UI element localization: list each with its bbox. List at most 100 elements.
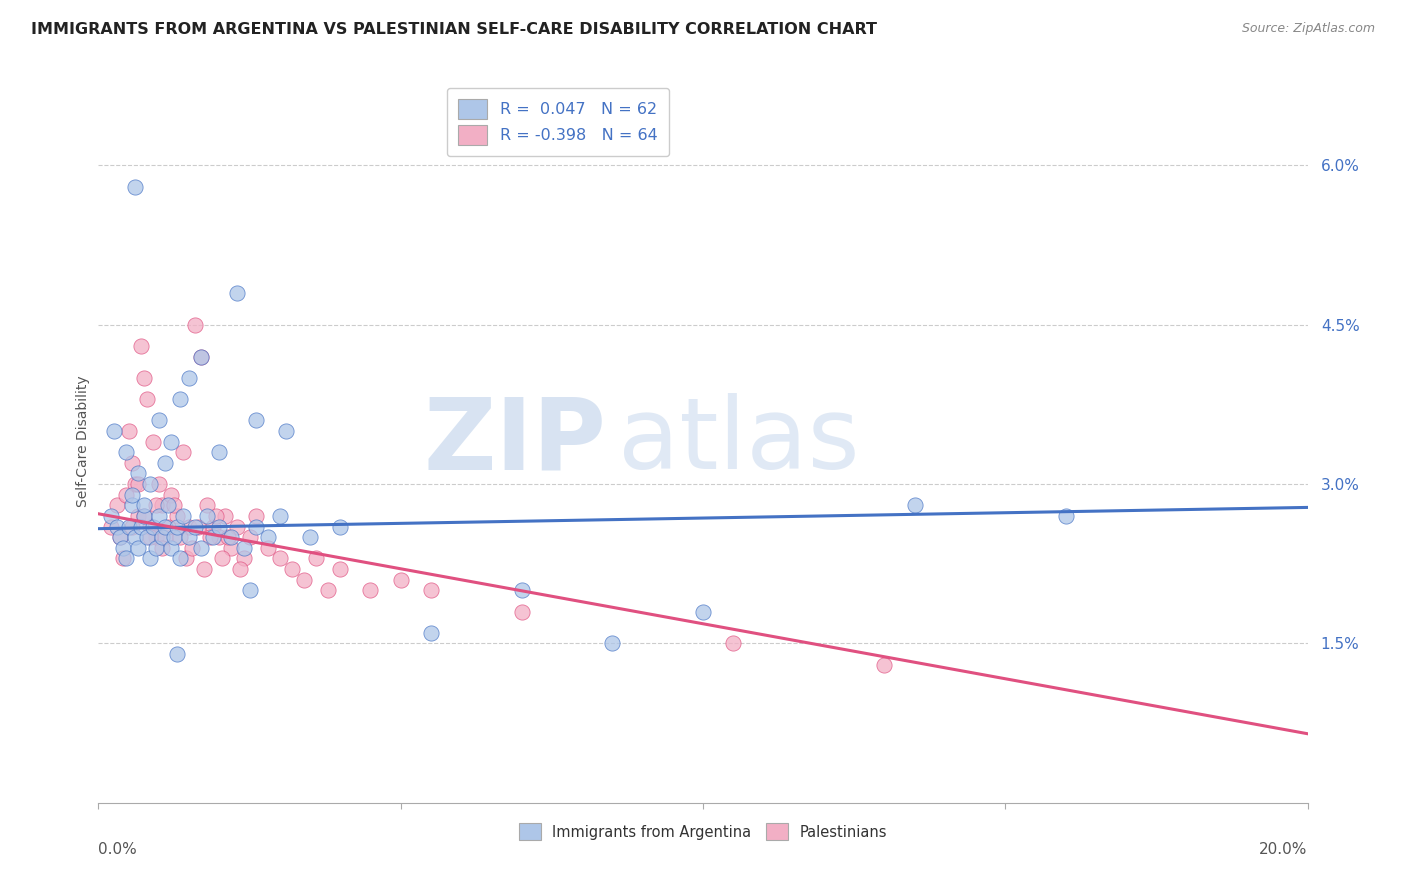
Point xyxy=(121,456,143,470)
Point xyxy=(145,541,167,555)
Point xyxy=(256,541,278,555)
Point xyxy=(166,519,188,533)
Point xyxy=(226,285,249,300)
Point xyxy=(148,477,170,491)
Point xyxy=(420,583,443,598)
Point xyxy=(135,530,157,544)
Point xyxy=(245,508,267,523)
Point xyxy=(121,519,143,533)
Point xyxy=(169,530,191,544)
Point xyxy=(190,350,212,364)
Point xyxy=(160,541,183,555)
Point xyxy=(150,530,173,544)
Point xyxy=(105,519,128,533)
Point xyxy=(172,445,194,459)
Point xyxy=(420,625,443,640)
Point xyxy=(692,605,714,619)
Point xyxy=(160,434,183,449)
Point xyxy=(179,530,201,544)
Point xyxy=(127,541,149,555)
Point xyxy=(103,424,125,438)
Point xyxy=(169,392,191,406)
Point xyxy=(195,498,218,512)
Point xyxy=(150,541,173,555)
Point xyxy=(202,519,225,533)
Point xyxy=(139,551,162,566)
Point xyxy=(142,519,165,533)
Point xyxy=(100,508,122,523)
Point xyxy=(129,339,152,353)
Point xyxy=(217,530,239,544)
Point xyxy=(156,519,179,533)
Point xyxy=(221,530,243,544)
Point xyxy=(256,530,278,544)
Point xyxy=(316,583,339,598)
Point xyxy=(132,508,155,523)
Point xyxy=(214,508,236,523)
Point xyxy=(1054,508,1077,523)
Point xyxy=(245,519,267,533)
Point xyxy=(127,467,149,481)
Text: 20.0%: 20.0% xyxy=(1260,842,1308,856)
Point xyxy=(142,434,165,449)
Point xyxy=(145,498,167,512)
Point xyxy=(184,318,207,332)
Point xyxy=(226,519,249,533)
Point xyxy=(124,477,146,491)
Point xyxy=(156,498,179,512)
Point xyxy=(139,530,162,544)
Point xyxy=(132,498,155,512)
Point xyxy=(245,413,267,427)
Point xyxy=(121,488,143,502)
Point xyxy=(305,551,328,566)
Point xyxy=(145,530,167,544)
Point xyxy=(202,530,225,544)
Point xyxy=(269,508,291,523)
Point xyxy=(292,573,315,587)
Point xyxy=(329,519,352,533)
Text: 0.0%: 0.0% xyxy=(98,842,138,856)
Point xyxy=(187,519,209,533)
Point xyxy=(904,498,927,512)
Point xyxy=(179,371,201,385)
Point xyxy=(111,551,134,566)
Point xyxy=(124,179,146,194)
Point xyxy=(200,530,222,544)
Point xyxy=(510,605,533,619)
Point xyxy=(208,445,231,459)
Point xyxy=(153,456,176,470)
Point xyxy=(105,498,128,512)
Point xyxy=(193,562,215,576)
Point xyxy=(132,371,155,385)
Legend: Immigrants from Argentina, Palestinians: Immigrants from Argentina, Palestinians xyxy=(513,818,893,847)
Y-axis label: Self-Care Disability: Self-Care Disability xyxy=(76,376,90,508)
Point xyxy=(360,583,382,598)
Point xyxy=(139,477,162,491)
Point xyxy=(205,508,228,523)
Point xyxy=(195,508,218,523)
Point xyxy=(100,519,122,533)
Point xyxy=(148,508,170,523)
Point xyxy=(389,573,412,587)
Point xyxy=(153,530,176,544)
Text: IMMIGRANTS FROM ARGENTINA VS PALESTINIAN SELF-CARE DISABILITY CORRELATION CHART: IMMIGRANTS FROM ARGENTINA VS PALESTINIAN… xyxy=(31,22,877,37)
Point xyxy=(124,530,146,544)
Point xyxy=(239,530,262,544)
Point xyxy=(163,498,186,512)
Point xyxy=(221,541,243,555)
Point xyxy=(299,530,322,544)
Point xyxy=(184,519,207,533)
Point xyxy=(132,508,155,523)
Point xyxy=(239,583,262,598)
Point xyxy=(127,508,149,523)
Point xyxy=(211,551,233,566)
Point xyxy=(118,424,141,438)
Point xyxy=(281,562,304,576)
Point xyxy=(108,530,131,544)
Point xyxy=(121,498,143,512)
Point xyxy=(274,424,297,438)
Point xyxy=(190,350,212,364)
Point xyxy=(510,583,533,598)
Point xyxy=(602,636,624,650)
Point xyxy=(153,519,176,533)
